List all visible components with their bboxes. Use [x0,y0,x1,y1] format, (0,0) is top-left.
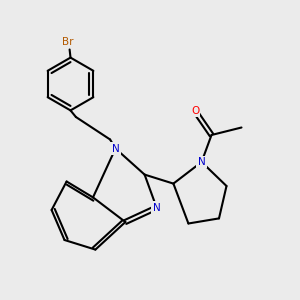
Text: N: N [153,202,160,213]
Text: N: N [198,157,206,167]
Text: N: N [112,143,119,154]
Text: Br: Br [62,37,74,47]
Text: O: O [191,106,199,116]
